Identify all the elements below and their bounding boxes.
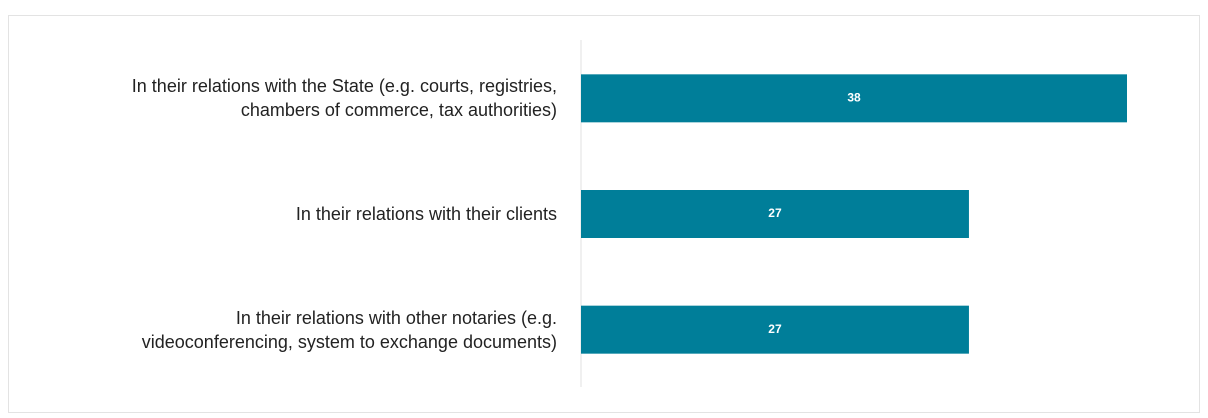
value-label: 38 <box>847 91 861 105</box>
bar <box>581 190 969 238</box>
category-label: In their relations with other notaries (… <box>141 307 557 352</box>
category-label: In their relations with their clients <box>295 204 557 224</box>
chart-border <box>8 15 1200 413</box>
value-label: 27 <box>768 322 782 336</box>
value-label: 27 <box>768 206 782 220</box>
category-label: In their relations with the State (e.g. … <box>131 76 557 121</box>
bar <box>581 74 1127 123</box>
bar <box>581 305 969 354</box>
